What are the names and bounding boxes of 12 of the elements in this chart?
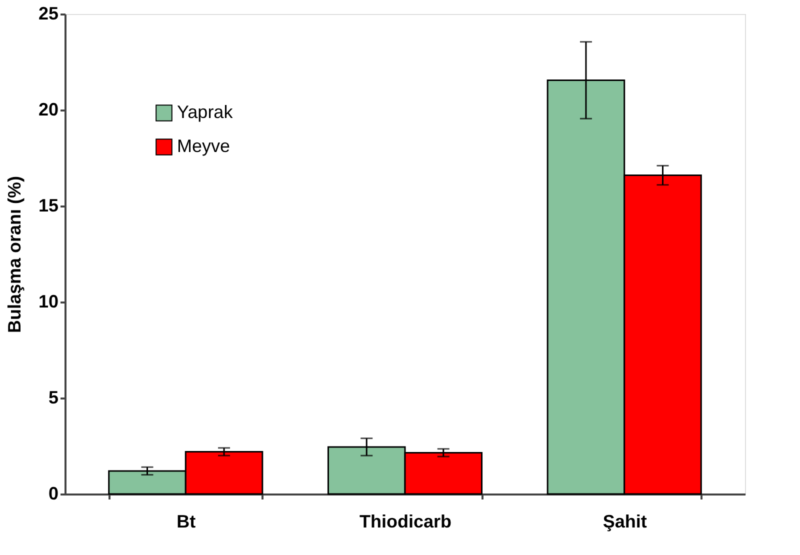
y-tick-label: 25 xyxy=(38,4,58,24)
y-axis-title: Bulaşma oranı (%) xyxy=(4,176,24,334)
y-tick-label: 15 xyxy=(38,196,58,216)
x-tick-label: Şahit xyxy=(602,512,647,532)
legend-label: Meyve xyxy=(177,136,230,156)
y-tick-label: 20 xyxy=(38,100,58,120)
x-tick-label: Bt xyxy=(176,512,196,532)
legend-label: Yaprak xyxy=(177,102,234,122)
x-tick-label: Thiodicarb xyxy=(359,512,452,532)
y-tick-label: 10 xyxy=(38,292,58,312)
y-tick-label: 0 xyxy=(48,484,58,504)
y-tick-label: 5 xyxy=(48,388,58,408)
